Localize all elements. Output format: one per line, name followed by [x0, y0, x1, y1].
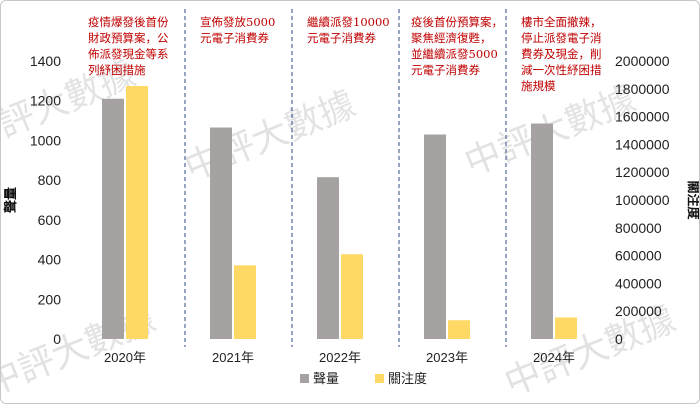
- annotation-line: 疫情爆發後首份: [88, 15, 169, 29]
- bar-voice: [317, 177, 339, 339]
- right-tick-label: 1400000: [615, 136, 670, 152]
- left-tick-label: 1200: [30, 93, 61, 109]
- right-tick-label: 1200000: [615, 164, 670, 180]
- left-tick-label: 600: [38, 212, 62, 228]
- annotation-line: 元電子消費券: [200, 31, 269, 45]
- axis-titles: 聲量 關注度: [3, 180, 700, 220]
- bar-attention: [448, 320, 470, 339]
- year-separators: [184, 9, 507, 347]
- right-tick-label: 2000000: [615, 53, 670, 69]
- annotation-text: 疫後首份預算案， 聚焦經濟復甦， 並繼續派發5000 元電子消費券: [411, 15, 503, 77]
- bar-attention: [126, 86, 148, 340]
- right-tick-label: 200000: [615, 303, 662, 319]
- annotation-line: 疫後首份預算案，: [411, 15, 503, 29]
- legend-swatch-attention: [375, 374, 384, 383]
- left-tick-label: 800: [38, 172, 62, 188]
- bar-voice: [424, 134, 446, 339]
- annotation-line: 樓市全面撤辣，: [521, 15, 602, 29]
- right-axis-title: 關注度: [685, 180, 700, 220]
- bars-layer: [102, 86, 577, 340]
- left-tick-label: 0: [53, 331, 61, 347]
- annotations-layer: 疫情爆發後首份財政預算案，公佈派發現金等系列紓困措施 宣佈發放5000 元電子消費券…: [88, 15, 602, 93]
- bar-attention: [555, 317, 577, 339]
- left-axis-title: 聲量: [3, 187, 19, 213]
- legend-label-voice: 聲量: [313, 371, 339, 387]
- annotation-line: 佈派發現金等系: [88, 47, 169, 61]
- right-tick-label: 400000: [615, 275, 662, 291]
- annotation-line: 宣佈發放5000: [200, 15, 275, 29]
- annotation-line: 繼續派發10000: [307, 15, 390, 29]
- annotation-text: 樓市全面撤辣， 停止派發電子消費券及現金，削減一次性紓困措施規模: [521, 15, 602, 93]
- bar-voice: [531, 123, 553, 339]
- annotation-line: 施規模: [521, 79, 556, 93]
- category-label: 2023年: [426, 350, 468, 365]
- right-tick-label: 1000000: [615, 192, 670, 208]
- bar-attention: [234, 265, 256, 339]
- annotation-line: 財政預算案，公: [88, 31, 169, 45]
- category-label: 2020年: [104, 350, 146, 365]
- category-label: 2022年: [319, 350, 361, 365]
- annotation-text: 繼續派發10000 元電子消費券: [307, 15, 390, 45]
- left-tick-label: 1400: [30, 53, 61, 69]
- right-tick-label: 0: [615, 331, 623, 347]
- bar-voice: [210, 127, 232, 340]
- annotation-line: 列紓困措施: [88, 63, 146, 77]
- annotation-line: 費券及現金，削: [521, 47, 602, 61]
- legend-swatch-voice: [300, 374, 309, 383]
- annotation-text: 宣佈發放5000 元電子消費券: [200, 15, 275, 45]
- category-label: 2024年: [533, 350, 575, 365]
- right-axis: 0 200000 400000 600000 800000 1000000 1200000 1…: [615, 53, 670, 347]
- annotation-line: 元電子消費券: [307, 31, 376, 45]
- category-axis: 2020年 2021年 2022年 2023年 2024年: [104, 350, 575, 365]
- left-axis: 0 200 400 600 800 1000 1200 1400: [30, 53, 61, 347]
- right-tick-label: 800000: [615, 220, 662, 236]
- right-tick-label: 1800000: [615, 81, 670, 97]
- right-tick-label: 600000: [615, 248, 662, 264]
- annotation-line: 聚焦經濟復甦，: [411, 31, 492, 45]
- annotation-text: 疫情爆發後首份財政預算案，公佈派發現金等系列紓困措施: [88, 15, 169, 77]
- annotation-line: 並繼續派發5000: [411, 47, 498, 61]
- right-tick-label: 1600000: [615, 109, 670, 125]
- annotation-line: 元電子消費券: [411, 63, 480, 77]
- bar-attention: [341, 254, 363, 339]
- bar-voice: [102, 98, 124, 339]
- legend-label-attention: 關注度: [388, 371, 427, 387]
- annotation-line: 停止派發電子消: [521, 31, 602, 45]
- left-tick-label: 1000: [30, 132, 61, 148]
- left-tick-label: 400: [38, 252, 62, 268]
- category-label: 2021年: [212, 350, 254, 365]
- legend: 聲量 關注度: [300, 371, 427, 387]
- left-tick-label: 200: [38, 291, 62, 307]
- annotation-line: 減一次性紓困措: [521, 63, 602, 77]
- watermark-text: 中評大數據: [179, 84, 361, 189]
